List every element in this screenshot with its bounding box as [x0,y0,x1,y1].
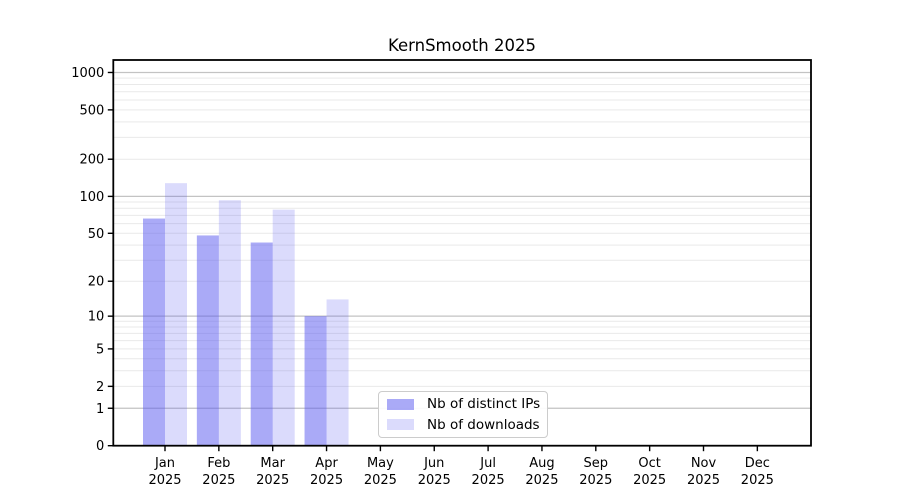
x-tick-label-month: Sep [584,456,609,471]
x-tick-label-month: Mar [260,456,285,471]
y-tick-label: 1000 [71,66,104,81]
bar-downloads-feb [218,200,241,446]
y-tick-label: 20 [88,275,105,290]
bar-downloads-mar [272,209,295,446]
x-tick-label-year: 2025 [256,473,289,488]
legend-label-downloads: Nb of downloads [427,416,540,433]
x-tick-label-month: Oct [638,456,660,471]
x-tick-label-month: Jul [479,456,496,471]
legend-swatch-distinct-ips [387,398,414,410]
bar-downloads-apr [326,299,349,446]
y-tick-label: 2 [96,380,104,395]
x-tick-label-year: 2025 [364,473,397,488]
x-tick-label-year: 2025 [687,473,720,488]
bar-downloads-jan [165,183,187,446]
y-tick-label: 10 [88,310,105,325]
x-tick-label-year: 2025 [148,473,181,488]
legend-label-distinct-ips: Nb of distinct IPs [427,396,541,413]
x-tick-label-year: 2025 [418,473,451,488]
legend-item-downloads: Nb of downloads [387,417,547,433]
y-tick-label: 0 [96,439,104,454]
x-tick-label-year: 2025 [525,473,558,488]
y-tick-label: 5 [96,342,104,357]
x-tick-label-year: 2025 [633,473,666,488]
x-tick-label-month: Nov [691,456,717,471]
y-tick-label: 500 [79,103,104,118]
x-tick-label-month: Jun [423,456,444,471]
bar-distinct_ips-feb [196,235,219,446]
y-tick-label: 200 [79,153,104,168]
x-tick-label-year: 2025 [741,473,774,488]
x-tick-label-year: 2025 [202,473,235,488]
y-tick-label: 50 [88,227,105,242]
x-tick-label-year: 2025 [472,473,505,488]
y-tick-label: 100 [79,190,104,205]
legend-swatch-downloads [387,419,414,431]
x-tick-label-year: 2025 [310,473,343,488]
bar-distinct_ips-jan [143,218,165,446]
plot-border [112,59,812,447]
x-tick-label-month: Dec [745,456,770,471]
x-tick-label-year: 2025 [579,473,612,488]
x-tick-label-month: Aug [529,456,554,471]
legend-item-distinct-ips: Nb of distinct IPs [387,396,547,412]
bar-distinct_ips-mar [250,242,273,446]
y-tick-label: 1 [96,402,104,417]
x-tick-label-month: Feb [207,456,230,471]
x-tick-label-month: Jan [154,456,175,471]
chart-legend: Nb of distinct IPs Nb of downloads [378,391,548,438]
x-tick-label-month: Apr [315,456,338,471]
x-tick-label-month: May [367,456,394,471]
bar-distinct_ips-apr [304,316,327,446]
chart-title: KernSmooth 2025 [387,36,536,55]
